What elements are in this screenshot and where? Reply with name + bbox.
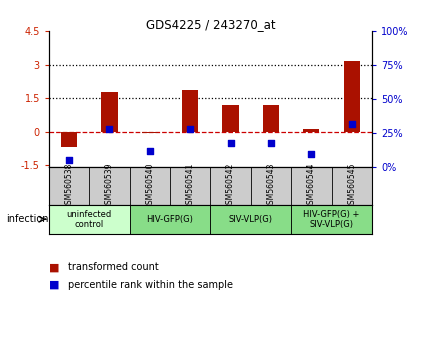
- Point: [65, 158, 72, 163]
- Bar: [343, 61, 360, 131]
- Bar: [182, 90, 198, 131]
- Text: uninfected
control: uninfected control: [67, 210, 112, 229]
- Point: [348, 121, 355, 126]
- Text: GSM560540: GSM560540: [145, 163, 154, 209]
- Point: [146, 148, 153, 154]
- Bar: [303, 129, 320, 131]
- Bar: [291, 205, 372, 234]
- Text: HIV-GFP(G) +
SIV-VLP(G): HIV-GFP(G) + SIV-VLP(G): [303, 210, 360, 229]
- Text: SIV-VLP(G): SIV-VLP(G): [229, 215, 273, 224]
- Point: [187, 126, 193, 132]
- Point: [268, 140, 275, 145]
- Bar: [223, 105, 238, 131]
- Bar: [61, 131, 77, 147]
- Text: GSM560538: GSM560538: [65, 163, 74, 209]
- Bar: [130, 205, 210, 234]
- Bar: [263, 105, 279, 131]
- Text: GSM560539: GSM560539: [105, 163, 114, 209]
- Point: [106, 126, 113, 132]
- Text: ■: ■: [49, 280, 60, 290]
- Bar: [210, 205, 291, 234]
- Text: transformed count: transformed count: [68, 262, 159, 272]
- Text: GSM560543: GSM560543: [266, 163, 275, 209]
- Text: GSM560544: GSM560544: [307, 163, 316, 209]
- Bar: [142, 131, 158, 133]
- Point: [308, 151, 314, 156]
- Text: infection: infection: [6, 214, 49, 224]
- Text: GSM560545: GSM560545: [347, 163, 356, 209]
- Bar: [102, 92, 117, 131]
- Point: [227, 140, 234, 145]
- Title: GDS4225 / 243270_at: GDS4225 / 243270_at: [145, 18, 275, 31]
- Text: percentile rank within the sample: percentile rank within the sample: [68, 280, 233, 290]
- Text: HIV-GFP(G): HIV-GFP(G): [147, 215, 193, 224]
- Bar: [49, 205, 130, 234]
- Text: GSM560542: GSM560542: [226, 163, 235, 209]
- Text: ■: ■: [49, 262, 60, 272]
- Text: GSM560541: GSM560541: [186, 163, 195, 209]
